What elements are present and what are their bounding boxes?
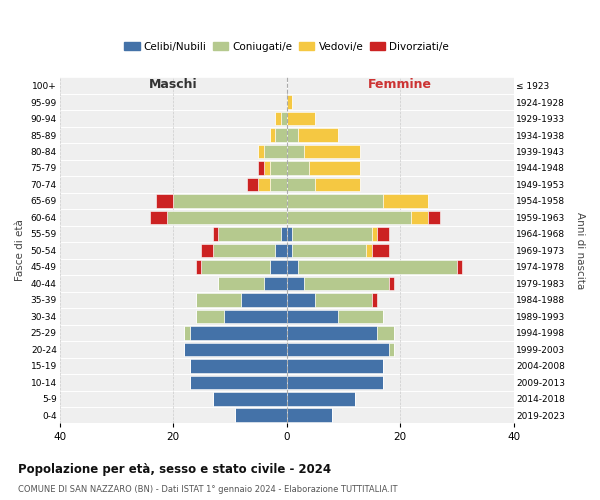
Y-axis label: Fasce di età: Fasce di età bbox=[15, 220, 25, 282]
Bar bbox=[287, 128, 298, 142]
Bar bbox=[258, 161, 264, 175]
Bar bbox=[315, 293, 371, 306]
Bar bbox=[428, 210, 440, 224]
Bar bbox=[196, 310, 224, 323]
Bar bbox=[167, 210, 287, 224]
Bar bbox=[258, 145, 264, 158]
Bar bbox=[202, 244, 213, 257]
Bar bbox=[287, 310, 338, 323]
Bar bbox=[196, 260, 202, 274]
Bar bbox=[213, 392, 287, 406]
Bar bbox=[202, 260, 269, 274]
Bar bbox=[190, 326, 287, 340]
Bar bbox=[184, 342, 287, 356]
Bar bbox=[298, 260, 457, 274]
Bar bbox=[287, 161, 309, 175]
Bar bbox=[287, 227, 292, 240]
Bar bbox=[196, 293, 241, 306]
Bar bbox=[371, 244, 389, 257]
Bar bbox=[269, 128, 275, 142]
Bar bbox=[287, 408, 332, 422]
Bar bbox=[389, 276, 394, 290]
Bar bbox=[218, 276, 264, 290]
Bar bbox=[224, 310, 287, 323]
Bar bbox=[269, 178, 287, 191]
Bar bbox=[156, 194, 173, 207]
Bar bbox=[366, 244, 371, 257]
Bar bbox=[218, 227, 281, 240]
Bar bbox=[264, 145, 287, 158]
Bar bbox=[275, 128, 287, 142]
Bar bbox=[287, 178, 315, 191]
Bar bbox=[173, 194, 287, 207]
Text: Femmine: Femmine bbox=[368, 78, 432, 91]
Bar bbox=[304, 145, 361, 158]
Bar bbox=[389, 342, 394, 356]
Bar bbox=[287, 210, 412, 224]
Legend: Celibi/Nubili, Coniugati/e, Vedovi/e, Divorziati/e: Celibi/Nubili, Coniugati/e, Vedovi/e, Di… bbox=[120, 38, 454, 56]
Bar bbox=[377, 227, 389, 240]
Bar bbox=[269, 161, 287, 175]
Text: Maschi: Maschi bbox=[149, 78, 197, 91]
Bar bbox=[151, 210, 167, 224]
Bar bbox=[287, 260, 298, 274]
Bar bbox=[298, 128, 338, 142]
Bar bbox=[258, 178, 269, 191]
Text: Popolazione per età, sesso e stato civile - 2024: Popolazione per età, sesso e stato civil… bbox=[18, 462, 331, 475]
Bar bbox=[309, 161, 361, 175]
Bar bbox=[287, 112, 315, 126]
Bar bbox=[287, 326, 377, 340]
Bar bbox=[287, 276, 304, 290]
Y-axis label: Anni di nascita: Anni di nascita bbox=[575, 212, 585, 289]
Bar bbox=[412, 210, 428, 224]
Bar bbox=[287, 359, 383, 372]
Bar bbox=[213, 244, 275, 257]
Bar bbox=[287, 392, 355, 406]
Bar bbox=[287, 194, 383, 207]
Bar bbox=[304, 276, 389, 290]
Bar bbox=[281, 112, 287, 126]
Bar bbox=[287, 376, 383, 389]
Bar bbox=[292, 244, 366, 257]
Bar bbox=[275, 112, 281, 126]
Bar bbox=[371, 227, 377, 240]
Text: COMUNE DI SAN NAZZARO (BN) - Dati ISTAT 1° gennaio 2024 - Elaborazione TUTTITALI: COMUNE DI SAN NAZZARO (BN) - Dati ISTAT … bbox=[18, 486, 398, 494]
Bar bbox=[287, 145, 304, 158]
Bar bbox=[457, 260, 463, 274]
Bar bbox=[377, 326, 394, 340]
Bar bbox=[247, 178, 258, 191]
Bar bbox=[371, 293, 377, 306]
Bar bbox=[184, 326, 190, 340]
Bar bbox=[235, 408, 287, 422]
Bar bbox=[264, 161, 269, 175]
Bar bbox=[275, 244, 287, 257]
Bar bbox=[383, 194, 428, 207]
Bar bbox=[292, 227, 371, 240]
Bar bbox=[241, 293, 287, 306]
Bar bbox=[269, 260, 287, 274]
Bar bbox=[287, 244, 292, 257]
Bar bbox=[190, 376, 287, 389]
Bar bbox=[287, 96, 292, 109]
Bar bbox=[264, 276, 287, 290]
Bar bbox=[287, 293, 315, 306]
Bar bbox=[281, 227, 287, 240]
Bar bbox=[315, 178, 361, 191]
Bar bbox=[338, 310, 383, 323]
Bar bbox=[287, 342, 389, 356]
Bar bbox=[213, 227, 218, 240]
Bar bbox=[190, 359, 287, 372]
